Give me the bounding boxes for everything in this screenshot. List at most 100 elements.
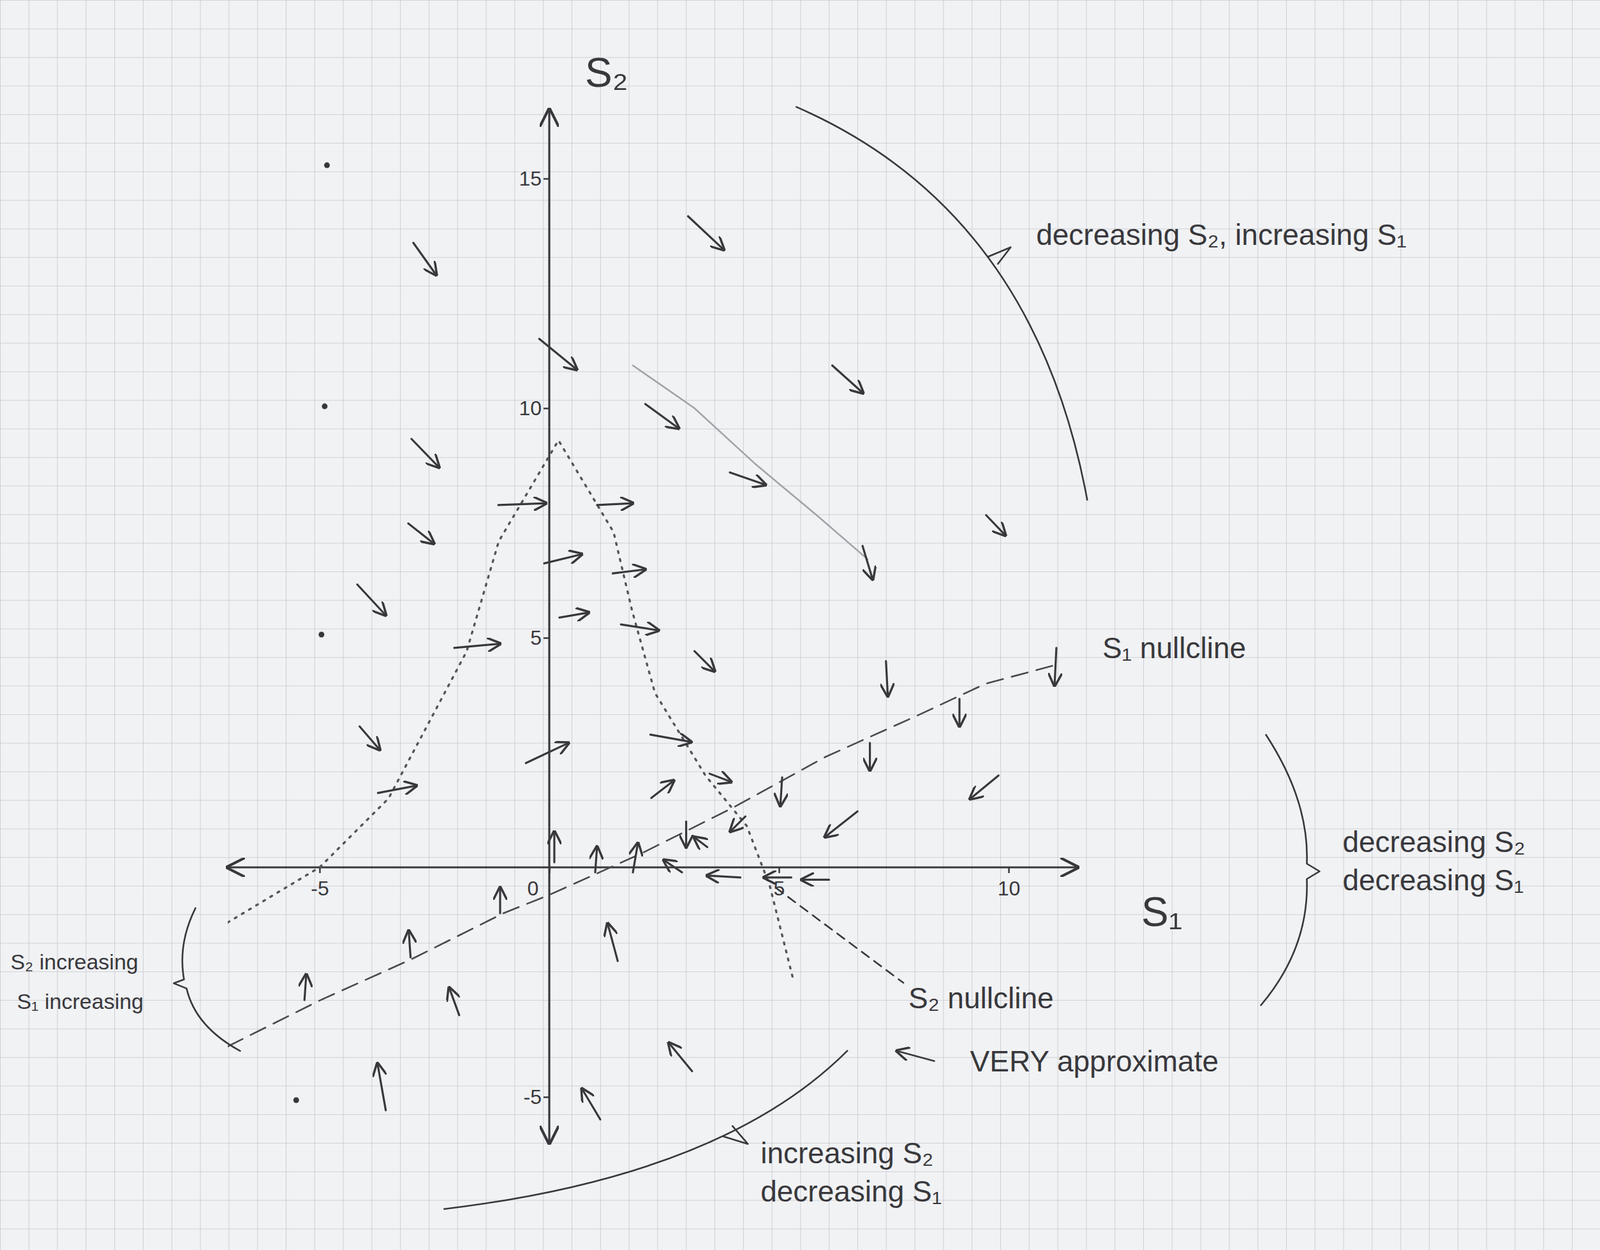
vector-arrow [1054,648,1057,686]
vector-arrow [801,879,829,882]
vector-arrow [958,699,961,727]
vector-arrow [304,974,307,1001]
curves [227,365,1055,1047]
y-tick-mark [543,407,550,410]
annotation-text: S₂ nullcline [908,981,1054,1015]
x-tick: 10 [997,867,1021,901]
annotation: S₂ nullcline [775,888,1054,1015]
vector-arrow [868,743,871,771]
vector-arrow [694,837,708,848]
x-tick-mark [1007,867,1010,874]
annotation-text: decreasing S₂decreasing S₁ [1342,825,1525,897]
vector-arrow [650,734,691,743]
plot-area [227,162,1057,1121]
y-tick-mark [543,1096,550,1099]
annotation-text: decreasing S₂, increasing S₁ [1036,218,1407,252]
dot [324,162,330,169]
dot [318,631,325,638]
vector-arrow [886,661,889,697]
vector-arrow [454,643,501,648]
dot [293,1097,300,1104]
annotation-line: VERY approximate [970,1044,1220,1079]
vector-arrow [824,811,858,838]
y-tick-label: 15 [518,167,542,191]
dots [293,162,330,1104]
vector-arrow [539,338,577,370]
vector-arrow [730,816,746,832]
x-axis: -5 0 5 10 [227,867,1078,901]
annotation-bracket [796,107,1088,501]
chart-container: -5 0 5 10 -5 5 10 15 S₁ S₂ decreasing S₂, increasi… [0,0,1600,1250]
y-axis: -5 5 10 15 [518,109,550,1144]
annotation-bracket [722,1126,748,1145]
vector-arrow [668,1043,693,1072]
annotation-text: S₂ increasing S₁ increasing [10,949,144,1014]
trajectory [632,365,868,560]
annotation-text: S₁ nullcline [1102,631,1246,665]
y-axis-title: S₂ [585,49,629,96]
nullcline [227,440,793,978]
paper-grid [0,0,1600,1250]
vector-arrow [581,1088,601,1120]
x-tick-label: 0 [527,877,540,901]
x-tick-label: -5 [310,877,329,901]
vector-arrow [408,930,411,958]
y-tick: 5 [530,626,550,650]
annotation-bracket [1260,734,1320,1006]
y-tick-label: -5 [523,1085,542,1109]
vector-arrow [595,847,598,873]
annotation-line: decreasing S₁ [1342,863,1524,897]
annotation-line: S₁ increasing [16,989,144,1014]
y-tick: -5 [523,1085,550,1109]
annotation: increasing S₂decreasing S₁ [444,1051,942,1210]
x-axis-title: S₁ [1141,889,1183,936]
annotation-arrow [896,1051,935,1062]
x-axis-line [227,866,1078,869]
annotation: S₂ increasing S₁ increasing [10,908,240,1052]
annotation-line: S₂ increasing [10,949,138,975]
x-tick: 5 [773,867,786,901]
vector-arrow [413,243,437,275]
vector-arrow [408,523,434,545]
annotation: decreasing S₂, increasing S₁ [796,107,1407,501]
y-axis-line [548,109,550,1144]
y-tick-mark [543,637,550,640]
vector-arrow [632,843,638,873]
vector-field [304,216,1057,1120]
vector-arrow [377,785,416,794]
annotation-text: VERY approximate [970,1044,1220,1079]
vector-arrow [694,651,716,672]
annotation-text: increasing S₂decreasing S₁ [760,1136,942,1209]
vector-arrow [498,888,501,914]
vector-arrow [970,775,1000,800]
vector-arrow [498,503,547,506]
vector-arrow [663,859,682,873]
vector-arrow [862,546,873,580]
vector-arrow [706,875,741,878]
vector-arrow [597,503,633,506]
vector-arrow [607,923,618,962]
x-tick-label: 10 [997,877,1021,901]
annotations: decreasing S₂, increasing S₁ S₁ nullcline… [10,107,1525,1210]
annotation-line: S₁ nullcline [1102,631,1246,665]
annotation-line: S₂ nullcline [908,981,1054,1015]
annotation-bracket [987,247,1011,265]
annotation-bracket [173,908,240,1052]
nullcline [227,665,1055,1047]
y-tick: 10 [518,396,550,420]
vector-arrow [763,876,792,879]
vector-arrow [553,831,556,863]
vector-arrow [559,612,589,618]
y-tick: 15 [518,167,550,191]
x-tick: 0 [527,867,550,901]
annotation-line: decreasing S₂, increasing S₁ [1036,218,1407,252]
x-tick-mark [778,867,781,874]
vector-arrow [620,624,659,631]
vector-arrow [644,404,679,429]
vector-arrow [359,726,381,751]
vector-arrow [729,472,766,485]
vector-arrow [685,821,688,848]
vector-arrow [377,1063,386,1111]
annotation: S₁ nullcline [1102,631,1246,665]
vector-arrow [612,569,645,574]
